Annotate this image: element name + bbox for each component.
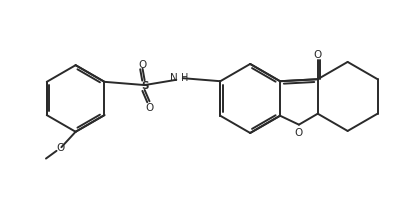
Text: O: O — [57, 142, 65, 153]
Text: N: N — [170, 72, 177, 82]
Text: H: H — [181, 72, 188, 82]
Text: O: O — [138, 59, 147, 69]
Text: O: O — [145, 102, 153, 112]
Text: S: S — [141, 81, 149, 91]
Text: O: O — [314, 49, 322, 59]
Text: O: O — [295, 127, 303, 137]
